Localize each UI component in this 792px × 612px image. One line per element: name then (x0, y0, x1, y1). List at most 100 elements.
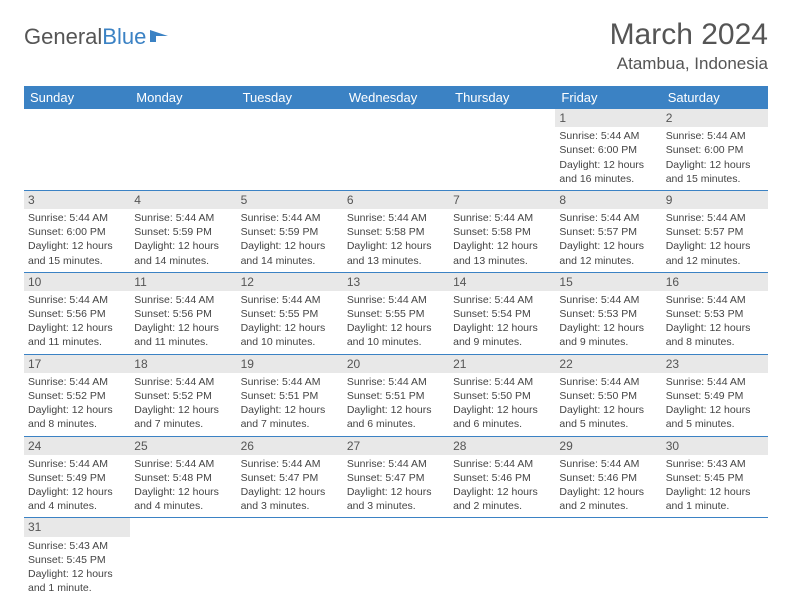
day-details: Sunrise: 5:44 AMSunset: 5:51 PMDaylight:… (343, 373, 449, 436)
calendar-day-cell: 11Sunrise: 5:44 AMSunset: 5:56 PMDayligh… (130, 272, 236, 354)
day-number: 24 (24, 437, 130, 455)
weekday-header: Friday (555, 86, 661, 109)
day-details: Sunrise: 5:44 AMSunset: 5:58 PMDaylight:… (449, 209, 555, 272)
calendar-table: SundayMondayTuesdayWednesdayThursdayFrid… (24, 86, 768, 599)
calendar-day-cell: 28Sunrise: 5:44 AMSunset: 5:46 PMDayligh… (449, 436, 555, 518)
weekday-header: Thursday (449, 86, 555, 109)
calendar-day-cell (343, 518, 449, 599)
day-number: 19 (237, 355, 343, 373)
calendar-day-cell: 26Sunrise: 5:44 AMSunset: 5:47 PMDayligh… (237, 436, 343, 518)
calendar-day-cell: 29Sunrise: 5:44 AMSunset: 5:46 PMDayligh… (555, 436, 661, 518)
calendar-week-row: 1Sunrise: 5:44 AMSunset: 6:00 PMDaylight… (24, 109, 768, 190)
weekday-header: Tuesday (237, 86, 343, 109)
calendar-day-cell: 17Sunrise: 5:44 AMSunset: 5:52 PMDayligh… (24, 354, 130, 436)
day-details: Sunrise: 5:44 AMSunset: 5:48 PMDaylight:… (130, 455, 236, 518)
day-number: 15 (555, 273, 661, 291)
day-details: Sunrise: 5:44 AMSunset: 5:50 PMDaylight:… (449, 373, 555, 436)
calendar-day-cell: 21Sunrise: 5:44 AMSunset: 5:50 PMDayligh… (449, 354, 555, 436)
day-details: Sunrise: 5:44 AMSunset: 5:55 PMDaylight:… (343, 291, 449, 354)
calendar-day-cell: 8Sunrise: 5:44 AMSunset: 5:57 PMDaylight… (555, 190, 661, 272)
logo-flag-icon (150, 24, 172, 50)
day-number: 23 (662, 355, 768, 373)
calendar-week-row: 3Sunrise: 5:44 AMSunset: 6:00 PMDaylight… (24, 190, 768, 272)
calendar-day-cell: 10Sunrise: 5:44 AMSunset: 5:56 PMDayligh… (24, 272, 130, 354)
calendar-day-cell: 14Sunrise: 5:44 AMSunset: 5:54 PMDayligh… (449, 272, 555, 354)
day-details: Sunrise: 5:44 AMSunset: 5:47 PMDaylight:… (237, 455, 343, 518)
calendar-day-cell (24, 109, 130, 190)
day-number: 18 (130, 355, 236, 373)
calendar-day-cell: 27Sunrise: 5:44 AMSunset: 5:47 PMDayligh… (343, 436, 449, 518)
calendar-day-cell (662, 518, 768, 599)
day-details: Sunrise: 5:44 AMSunset: 5:52 PMDaylight:… (24, 373, 130, 436)
day-number: 26 (237, 437, 343, 455)
calendar-day-cell: 19Sunrise: 5:44 AMSunset: 5:51 PMDayligh… (237, 354, 343, 436)
day-number: 10 (24, 273, 130, 291)
calendar-day-cell (130, 518, 236, 599)
day-details: Sunrise: 5:44 AMSunset: 5:55 PMDaylight:… (237, 291, 343, 354)
day-details: Sunrise: 5:44 AMSunset: 6:00 PMDaylight:… (24, 209, 130, 272)
calendar-day-cell: 12Sunrise: 5:44 AMSunset: 5:55 PMDayligh… (237, 272, 343, 354)
day-details: Sunrise: 5:44 AMSunset: 5:52 PMDaylight:… (130, 373, 236, 436)
day-number: 16 (662, 273, 768, 291)
day-number: 6 (343, 191, 449, 209)
day-number: 20 (343, 355, 449, 373)
header: GeneralBlue March 2024 Atambua, Indonesi… (24, 18, 768, 74)
day-number: 7 (449, 191, 555, 209)
day-number: 9 (662, 191, 768, 209)
calendar-day-cell: 24Sunrise: 5:44 AMSunset: 5:49 PMDayligh… (24, 436, 130, 518)
calendar-day-cell (237, 109, 343, 190)
calendar-day-cell: 4Sunrise: 5:44 AMSunset: 5:59 PMDaylight… (130, 190, 236, 272)
day-number: 2 (662, 109, 768, 127)
day-details: Sunrise: 5:44 AMSunset: 5:53 PMDaylight:… (662, 291, 768, 354)
calendar-day-cell (130, 109, 236, 190)
day-details: Sunrise: 5:44 AMSunset: 5:46 PMDaylight:… (555, 455, 661, 518)
calendar-day-cell: 16Sunrise: 5:44 AMSunset: 5:53 PMDayligh… (662, 272, 768, 354)
weekday-header: Wednesday (343, 86, 449, 109)
weekday-header: Saturday (662, 86, 768, 109)
calendar-day-cell: 20Sunrise: 5:44 AMSunset: 5:51 PMDayligh… (343, 354, 449, 436)
day-number: 28 (449, 437, 555, 455)
calendar-week-row: 24Sunrise: 5:44 AMSunset: 5:49 PMDayligh… (24, 436, 768, 518)
calendar-week-row: 10Sunrise: 5:44 AMSunset: 5:56 PMDayligh… (24, 272, 768, 354)
calendar-day-cell (237, 518, 343, 599)
calendar-week-row: 17Sunrise: 5:44 AMSunset: 5:52 PMDayligh… (24, 354, 768, 436)
day-details: Sunrise: 5:44 AMSunset: 5:54 PMDaylight:… (449, 291, 555, 354)
calendar-day-cell: 31Sunrise: 5:43 AMSunset: 5:45 PMDayligh… (24, 518, 130, 599)
day-details: Sunrise: 5:44 AMSunset: 5:50 PMDaylight:… (555, 373, 661, 436)
logo-text-1: General (24, 24, 102, 50)
day-number: 17 (24, 355, 130, 373)
day-number: 14 (449, 273, 555, 291)
calendar-day-cell: 22Sunrise: 5:44 AMSunset: 5:50 PMDayligh… (555, 354, 661, 436)
day-number: 13 (343, 273, 449, 291)
day-details: Sunrise: 5:44 AMSunset: 6:00 PMDaylight:… (555, 127, 661, 190)
calendar-day-cell: 23Sunrise: 5:44 AMSunset: 5:49 PMDayligh… (662, 354, 768, 436)
day-number: 5 (237, 191, 343, 209)
day-number: 12 (237, 273, 343, 291)
day-number: 25 (130, 437, 236, 455)
calendar-day-cell: 6Sunrise: 5:44 AMSunset: 5:58 PMDaylight… (343, 190, 449, 272)
day-details: Sunrise: 5:44 AMSunset: 5:57 PMDaylight:… (662, 209, 768, 272)
calendar-day-cell: 25Sunrise: 5:44 AMSunset: 5:48 PMDayligh… (130, 436, 236, 518)
month-title: March 2024 (610, 18, 768, 52)
day-details: Sunrise: 5:44 AMSunset: 5:57 PMDaylight:… (555, 209, 661, 272)
weekday-header: Sunday (24, 86, 130, 109)
day-details: Sunrise: 5:44 AMSunset: 5:53 PMDaylight:… (555, 291, 661, 354)
day-details: Sunrise: 5:44 AMSunset: 5:56 PMDaylight:… (24, 291, 130, 354)
calendar-day-cell (449, 109, 555, 190)
day-details: Sunrise: 5:43 AMSunset: 5:45 PMDaylight:… (24, 537, 130, 600)
calendar-day-cell: 18Sunrise: 5:44 AMSunset: 5:52 PMDayligh… (130, 354, 236, 436)
day-number: 30 (662, 437, 768, 455)
location: Atambua, Indonesia (610, 54, 768, 74)
calendar-day-cell (343, 109, 449, 190)
day-number: 27 (343, 437, 449, 455)
day-number: 21 (449, 355, 555, 373)
day-number: 11 (130, 273, 236, 291)
day-number: 8 (555, 191, 661, 209)
day-number: 1 (555, 109, 661, 127)
day-number: 4 (130, 191, 236, 209)
weekday-header: Monday (130, 86, 236, 109)
weekday-header-row: SundayMondayTuesdayWednesdayThursdayFrid… (24, 86, 768, 109)
calendar-day-cell: 2Sunrise: 5:44 AMSunset: 6:00 PMDaylight… (662, 109, 768, 190)
day-details: Sunrise: 5:44 AMSunset: 5:59 PMDaylight:… (130, 209, 236, 272)
calendar-day-cell: 5Sunrise: 5:44 AMSunset: 5:59 PMDaylight… (237, 190, 343, 272)
